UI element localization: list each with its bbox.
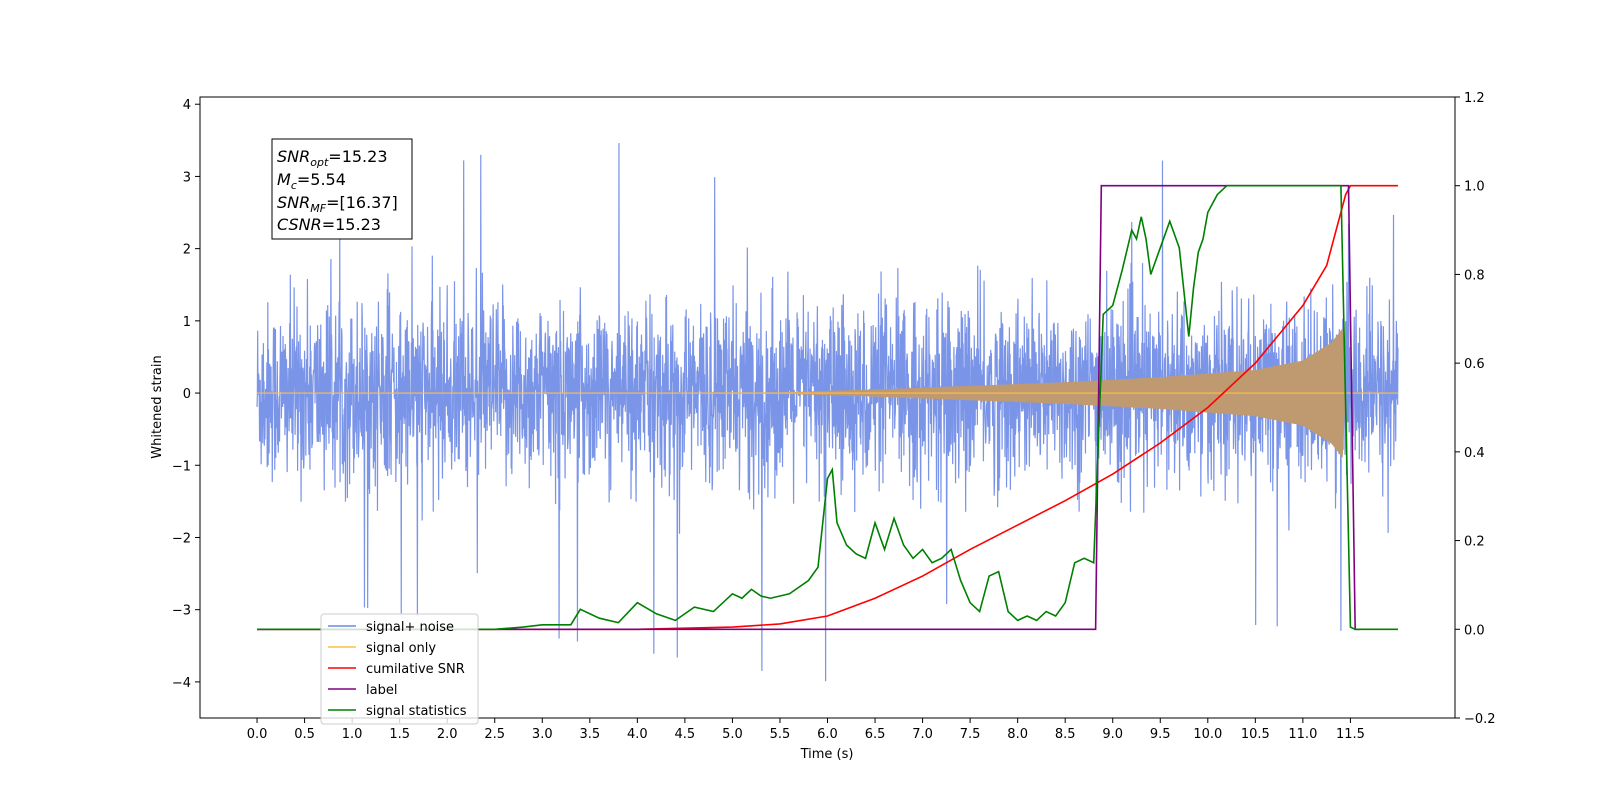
stat-snr-mf: SNRMF=[16.37]: [277, 193, 398, 215]
series-cumilative-snr: [257, 184, 1398, 631]
legend-label-signal-noise: signal+ noise: [366, 620, 454, 635]
x-tick-label: 9.5: [1150, 727, 1171, 742]
left-y-tick-label: 1: [183, 315, 191, 330]
legend: signal+ noise signal only cumilative SNR…: [320, 613, 479, 725]
x-tick-label: 6.5: [865, 727, 886, 742]
legend-label-cumulative-snr: cumilative SNR: [366, 662, 465, 677]
x-tick-label: 11.0: [1288, 727, 1317, 742]
x-tick-label: 2.5: [484, 727, 505, 742]
left-y-tick-label: 2: [183, 243, 191, 258]
right-y-tick-label: 1.2: [1464, 91, 1485, 106]
x-tick-label: 4.5: [675, 727, 696, 742]
right-y-tick-label: 0.0: [1464, 623, 1485, 638]
stats-box-frame: [271, 138, 413, 240]
x-tick-label: 10.0: [1193, 727, 1222, 742]
series-layer: [256, 143, 1399, 682]
stat-mc: Mc=5.54: [277, 170, 346, 192]
x-tick-label: 6.0: [817, 727, 838, 742]
right-y-tick-label: 0.2: [1464, 535, 1485, 550]
right-y-tick-label: 1.0: [1464, 180, 1485, 195]
left-y-axis-ticks: −4 −3 −2 −1 0 1 2 3 4: [172, 98, 200, 691]
x-tick-label: 1.5: [389, 727, 410, 742]
legend-frame: [320, 613, 479, 725]
left-y-tick-label: −2: [172, 531, 191, 546]
series-signal-noise: [256, 143, 1399, 682]
x-axis-title: Time (s): [800, 747, 854, 762]
stats-box: SNRopt=15.23 Mc=5.54 SNRMF=[16.37] CSNR=…: [271, 138, 413, 240]
left-y-tick-label: −3: [172, 604, 191, 619]
x-tick-label: 3.5: [579, 727, 600, 742]
legend-label-signal-statistics: signal statistics: [366, 704, 467, 719]
x-tick-label: 0.5: [294, 727, 315, 742]
x-tick-label: 2.0: [437, 727, 458, 742]
left-y-tick-label: −1: [172, 459, 191, 474]
x-tick-label: 10.5: [1241, 727, 1270, 742]
right-y-tick-label: 0.6: [1464, 357, 1485, 372]
x-tick-label: 0.0: [247, 727, 268, 742]
x-tick-label: 11.5: [1336, 727, 1365, 742]
stat-snr-opt: SNRopt=15.23: [277, 147, 388, 169]
x-tick-label: 7.0: [912, 727, 933, 742]
right-y-tick-label: 0.4: [1464, 446, 1485, 461]
legend-label-signal-only: signal only: [366, 641, 436, 656]
x-tick-label: 7.5: [960, 727, 981, 742]
x-tick-label: 5.0: [722, 727, 743, 742]
x-axis-ticks: 0.0 0.5 1.0 1.5 2.0 2.5 3.0 3.5 4.0 4.5 5.0 5.5 6.0 6…: [247, 718, 1365, 742]
left-y-tick-label: 0: [183, 387, 191, 402]
stat-csnr: CSNR=15.23: [277, 215, 381, 234]
x-tick-label: 9.0: [1102, 727, 1123, 742]
x-tick-label: 3.0: [532, 727, 553, 742]
right-y-tick-label: −0.2: [1464, 712, 1496, 727]
legend-label-label: label: [366, 683, 397, 698]
x-tick-label: 8.0: [1007, 727, 1028, 742]
left-y-tick-label: −4: [172, 676, 191, 691]
x-tick-label: 8.5: [1055, 727, 1076, 742]
right-y-tick-label: 0.8: [1464, 268, 1485, 283]
left-y-tick-label: 4: [183, 98, 191, 113]
left-y-tick-label: 3: [183, 170, 191, 185]
x-tick-label: 1.0: [342, 727, 363, 742]
x-tick-label: 5.5: [770, 727, 791, 742]
y-axis-title: Whitened strain: [150, 355, 165, 458]
right-y-axis-ticks: −0.2 0.0 0.2 0.4 0.6 0.8 1.0 1.2: [1455, 91, 1496, 727]
x-tick-label: 4.0: [627, 727, 648, 742]
series-signal-statistics: [257, 184, 1398, 631]
